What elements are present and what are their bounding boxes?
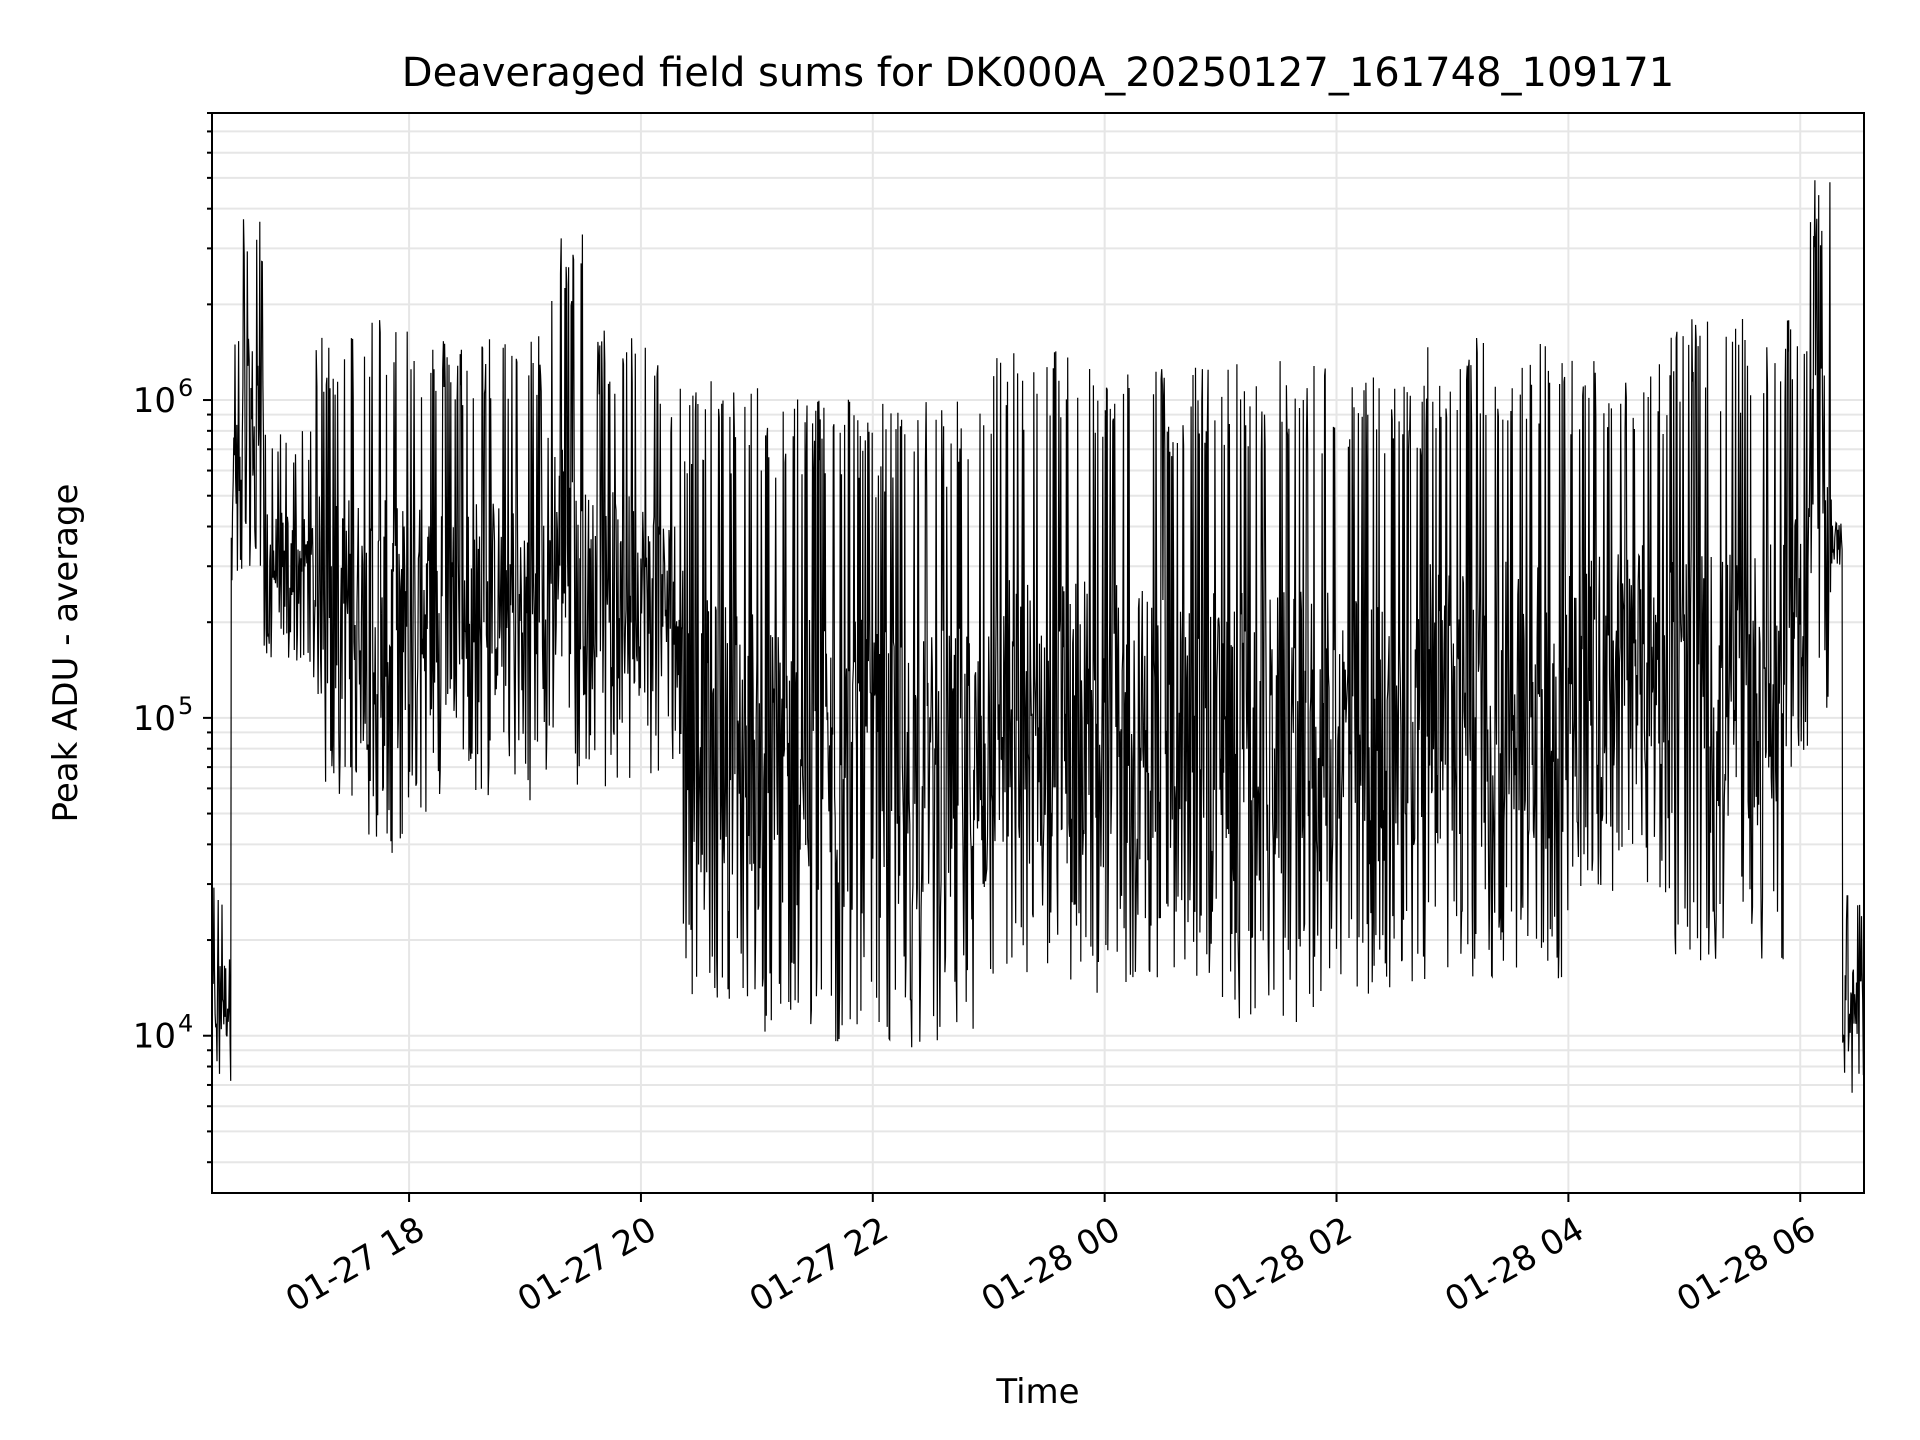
svg-text:6: 6 — [178, 374, 193, 402]
y-tick-label: 10 6 — [133, 374, 194, 421]
svg-text:4: 4 — [178, 1010, 193, 1038]
plot-area — [212, 180, 1864, 1093]
chart-title: Deaveraged field sums for DK000A_2025012… — [402, 50, 1674, 96]
x-tick-label: 01-28 04 — [1438, 1209, 1590, 1320]
y-tick-label: 10 4 — [133, 1010, 194, 1057]
svg-text:10: 10 — [133, 1017, 176, 1057]
svg-text:10: 10 — [133, 699, 176, 739]
series-line — [212, 180, 1864, 1093]
y-axis-label: Peak ADU - average — [46, 484, 86, 823]
svg-text:10: 10 — [133, 381, 176, 421]
plot-frame — [211, 112, 1865, 1194]
x-axis-ticks: 01-27 18 01-27 20 01-27 22 01-28 00 01-28 02… — [279, 1193, 1823, 1320]
x-tick-label: 01-28 00 — [975, 1209, 1127, 1320]
x-tick-label: 01-28 02 — [1207, 1209, 1359, 1320]
x-axis-label: Time — [995, 1372, 1079, 1412]
x-tick-label: 01-28 06 — [1670, 1209, 1822, 1320]
svg-text:5: 5 — [178, 692, 193, 720]
x-tick-label: 01-27 18 — [279, 1209, 431, 1320]
x-tick-label: 01-27 20 — [511, 1209, 663, 1320]
y-tick-label: 10 5 — [133, 692, 194, 739]
x-tick-label: 01-27 22 — [743, 1209, 895, 1320]
